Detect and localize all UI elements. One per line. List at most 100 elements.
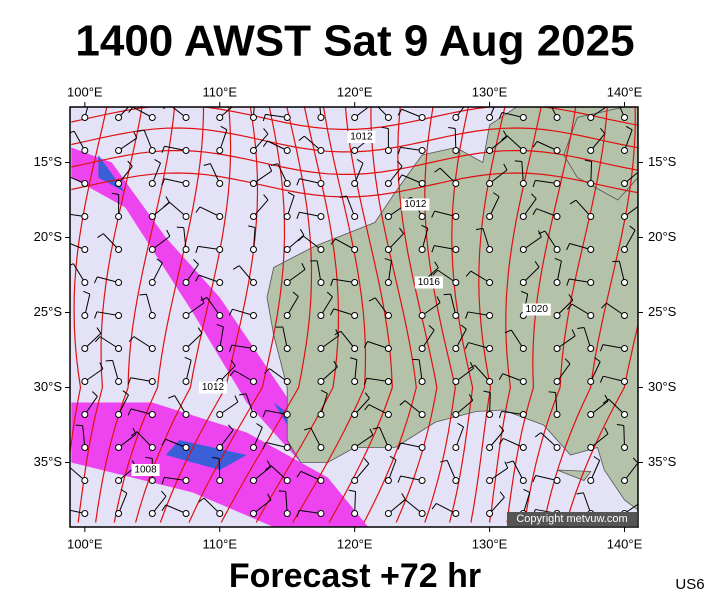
wind-station <box>520 214 526 220</box>
wind-station <box>149 346 155 352</box>
wind-station <box>318 247 324 253</box>
wind-station <box>419 412 425 418</box>
wind-station <box>554 379 560 385</box>
wind-station <box>318 181 324 187</box>
wind-station <box>622 148 628 154</box>
wind-station <box>284 478 290 484</box>
wind-station <box>318 214 324 220</box>
wind-station <box>554 247 560 253</box>
y-tick-label: 15°S <box>34 154 63 169</box>
wind-station <box>82 247 88 253</box>
wind-station <box>116 280 122 286</box>
wind-station <box>453 247 459 253</box>
wind-station <box>453 280 459 286</box>
wind-station <box>284 511 290 517</box>
wind-station <box>622 346 628 352</box>
wind-station <box>520 478 526 484</box>
y-tick-label: 20°S <box>34 229 63 244</box>
wind-station <box>385 115 391 121</box>
wind-station <box>453 511 459 517</box>
wind-station <box>453 346 459 352</box>
chart-code: US6 <box>675 576 704 593</box>
wind-station <box>116 148 122 154</box>
wind-station <box>217 445 223 451</box>
wind-station <box>554 412 560 418</box>
wind-station <box>284 181 290 187</box>
wind-station <box>622 280 628 286</box>
wind-station <box>622 214 628 220</box>
x-tick-label: 100°E <box>67 536 103 551</box>
wind-station <box>352 412 358 418</box>
wind-station <box>250 115 256 121</box>
wind-station <box>520 379 526 385</box>
wind-station <box>385 214 391 220</box>
y-tick-label: 35°S <box>648 454 677 469</box>
wind-barb-flag <box>515 161 522 162</box>
wind-station <box>318 280 324 286</box>
wind-station <box>149 313 155 319</box>
wind-station <box>116 478 122 484</box>
wind-station <box>622 478 628 484</box>
wind-station <box>149 478 155 484</box>
wind-station <box>116 115 122 121</box>
wind-station <box>217 478 223 484</box>
wind-station <box>554 445 560 451</box>
wind-station <box>487 181 493 187</box>
wind-station <box>588 247 594 253</box>
wind-station <box>419 478 425 484</box>
wind-station <box>149 247 155 253</box>
wind-station <box>352 313 358 319</box>
wind-station <box>149 412 155 418</box>
wind-station <box>453 379 459 385</box>
wind-station <box>588 115 594 121</box>
copyright: Copyright metvuw.com <box>516 513 627 525</box>
wind-station <box>487 379 493 385</box>
wind-station <box>284 346 290 352</box>
wind-station <box>284 313 290 319</box>
wind-station <box>250 445 256 451</box>
wind-station <box>284 379 290 385</box>
wind-station <box>352 445 358 451</box>
wind-station <box>487 313 493 319</box>
contour-label: 1012 <box>202 382 225 393</box>
wind-station <box>183 478 189 484</box>
wind-station <box>385 148 391 154</box>
contour-label: 1016 <box>418 277 441 288</box>
wind-station <box>520 115 526 121</box>
x-tick-label: 110°E <box>202 84 237 99</box>
wind-station <box>453 181 459 187</box>
wind-station <box>217 247 223 253</box>
wind-station <box>183 511 189 517</box>
wind-station <box>520 181 526 187</box>
wind-station <box>217 313 223 319</box>
wind-station <box>183 346 189 352</box>
wind-station <box>352 115 358 121</box>
wind-station <box>419 445 425 451</box>
wind-station <box>183 445 189 451</box>
wind-station <box>588 412 594 418</box>
wind-station <box>318 445 324 451</box>
wind-station <box>352 148 358 154</box>
wind-station <box>116 445 122 451</box>
wind-station <box>520 148 526 154</box>
wind-station <box>352 379 358 385</box>
wind-station <box>250 511 256 517</box>
wind-station <box>250 379 256 385</box>
wind-station <box>554 181 560 187</box>
wind-station <box>183 214 189 220</box>
wind-station <box>82 511 88 517</box>
wind-station <box>487 445 493 451</box>
x-tick-label: 120°E <box>337 536 373 551</box>
wind-station <box>419 379 425 385</box>
wind-station <box>588 478 594 484</box>
wind-station <box>352 478 358 484</box>
wind-station <box>419 346 425 352</box>
wind-station <box>622 412 628 418</box>
wind-station <box>487 412 493 418</box>
contour-label: 1012 <box>404 199 427 210</box>
y-tick-label: 25°S <box>648 304 677 319</box>
wind-station <box>250 148 256 154</box>
wind-station <box>352 247 358 253</box>
wind-station <box>520 412 526 418</box>
